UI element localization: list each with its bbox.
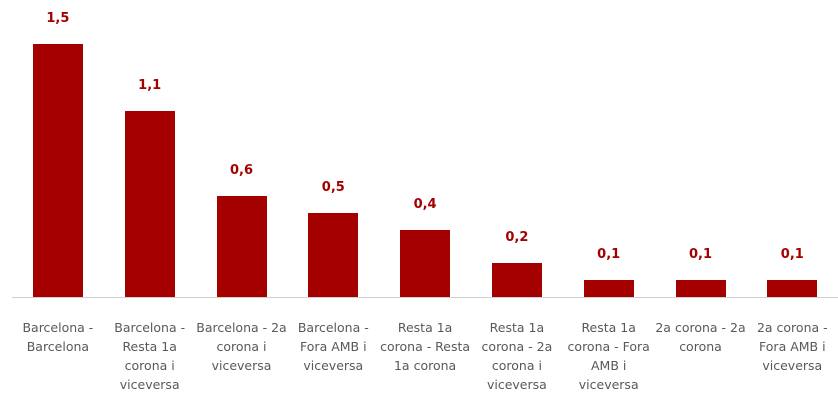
x-axis-line: [12, 297, 838, 298]
bar: [767, 280, 818, 297]
x-tick-label: Resta 1a corona - Fora AMB i viceversa: [567, 320, 650, 392]
data-label: 0,1: [780, 247, 804, 263]
bar: [675, 280, 726, 297]
bar: [491, 263, 542, 297]
data-label: 1,5: [46, 11, 70, 26]
x-tick-label: 2a corona - Fora AMB i viceversa: [756, 320, 828, 373]
x-tick-label: Resta 1a corona - Resta 1a corona: [380, 320, 471, 373]
data-label: 1,1: [138, 78, 162, 94]
bar: [124, 111, 175, 297]
bar: [583, 280, 634, 297]
bar: [216, 195, 267, 297]
data-label: 0,1: [597, 247, 621, 263]
x-tick-label: 2a corona - 2a corona: [655, 320, 746, 354]
data-label: 0,5: [321, 179, 345, 195]
bar: [400, 229, 451, 297]
x-tick-label: Resta 1a corona - 2a corona i viceversa: [481, 320, 553, 392]
data-label: 0,2: [505, 230, 529, 246]
data-label: 0,4: [413, 196, 437, 212]
data-label: 0,1: [688, 247, 713, 263]
x-tick-label: Barcelona - Fora AMB i viceversa: [297, 320, 369, 373]
x-tick-label: Barcelona - Barcelona: [22, 320, 94, 354]
bar: [308, 212, 359, 297]
x-tick-label: Barcelona - 2a corona i viceversa: [196, 320, 287, 373]
x-tick-label: Barcelona - Resta 1a corona i viceversa: [114, 320, 186, 392]
bar: [32, 44, 83, 297]
data-label: 0,6: [229, 162, 254, 178]
